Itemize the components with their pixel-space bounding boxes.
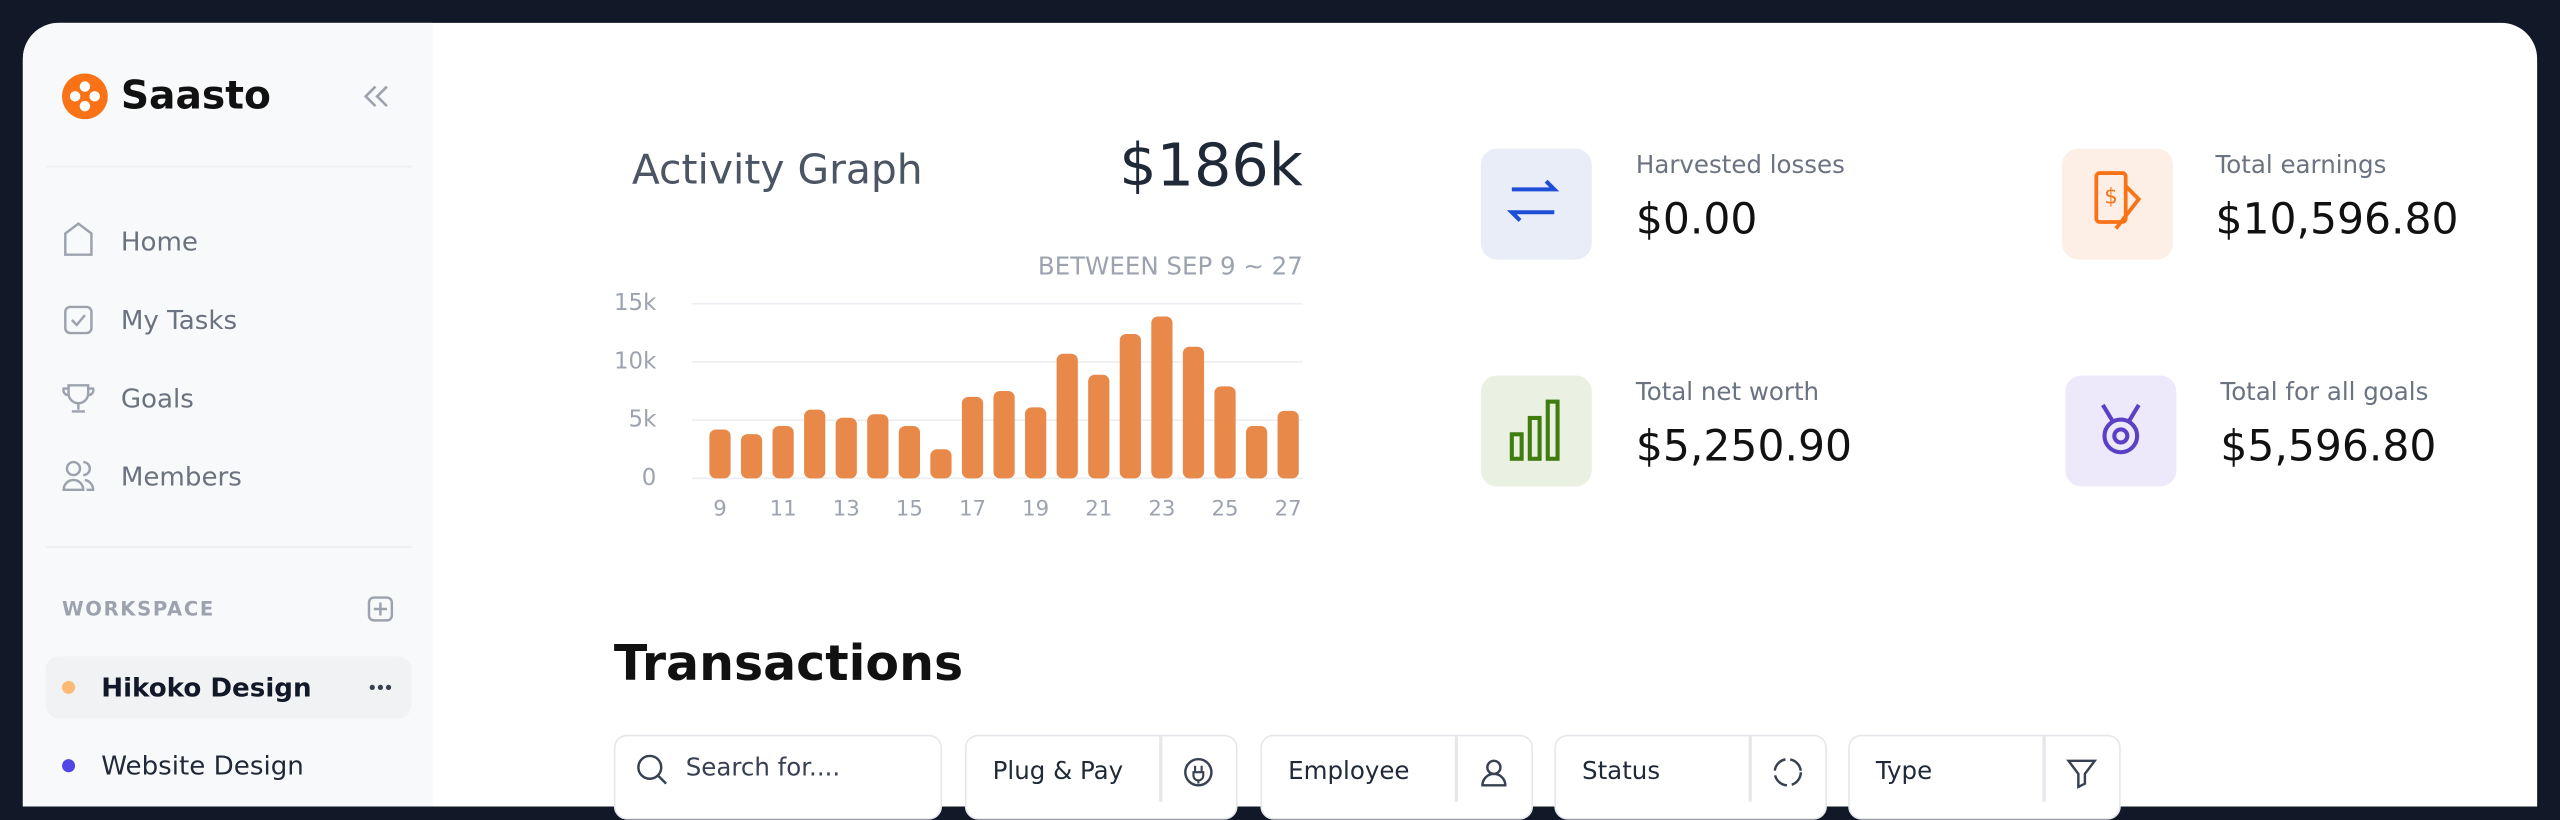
bar — [993, 391, 1015, 479]
svg-text:$: $ — [2104, 185, 2118, 210]
stat-label: Harvested losses — [1635, 150, 1845, 180]
stat-label: Total net worth — [1635, 377, 1820, 407]
stat-label: Total for all goals — [2220, 377, 2429, 407]
x-tick-label: 9 — [713, 496, 727, 521]
filter-icon — [2066, 759, 2098, 789]
filter-icon — [1184, 757, 1213, 787]
bar — [898, 425, 920, 479]
x-tick-label: 25 — [1212, 496, 1239, 521]
section-title: Transactions — [613, 635, 964, 694]
y-tick-label: 10k — [614, 348, 657, 374]
x-tick-label: 11 — [770, 496, 797, 521]
y-tick-label: 15k — [614, 290, 657, 316]
filter-icon — [1481, 759, 1507, 787]
bar — [1119, 333, 1141, 479]
bar — [772, 425, 794, 479]
divider — [1454, 736, 1458, 802]
bar — [1182, 346, 1205, 479]
chart: 0 5k 10k 15k 9 11 13 15 17 19 21 23 25 27 — [614, 290, 1303, 521]
x-tick-label: 27 — [1275, 496, 1302, 521]
nav-item[interactable]: Goals — [120, 382, 194, 414]
bar — [1151, 316, 1173, 479]
x-tick-label: 21 — [1085, 496, 1112, 521]
bar — [709, 429, 731, 479]
brand: Saasto — [120, 72, 271, 119]
bar — [1025, 407, 1047, 479]
bar — [1277, 410, 1299, 479]
filter-label: Status — [1582, 755, 1661, 786]
divider — [1159, 736, 1162, 802]
x-tick-label: 13 — [833, 496, 860, 521]
bar — [1056, 353, 1078, 479]
bar — [1245, 425, 1268, 479]
page: {"sidebar":{"brand":"Saasto","nav":["Hom… — [22, 22, 2538, 820]
stat-value: $10,596.80 — [2215, 195, 2459, 245]
decor: $ — [45, 73, 2177, 773]
filter-label: Type — [1875, 755, 1933, 786]
divider — [1748, 736, 1752, 802]
bar — [835, 417, 857, 479]
search-icon — [637, 754, 667, 785]
chart-total: $186k — [1119, 133, 1303, 200]
filter-icon — [1773, 757, 1803, 787]
x-tick-label: 19 — [1022, 496, 1049, 521]
filter-label: Plug & Pay — [992, 755, 1124, 786]
x-tick-label: 23 — [1148, 496, 1175, 521]
nav-item[interactable]: Members — [120, 461, 242, 493]
y-tick-label: 5k — [629, 407, 658, 433]
bar — [740, 434, 763, 479]
y-tick-label: 0 — [642, 465, 657, 491]
bar — [930, 449, 952, 479]
bar — [1088, 374, 1110, 479]
bar — [867, 414, 889, 479]
app: $ Saasto Home My Tasks Goals Members WOR… — [22, 22, 2538, 820]
stat-value: $5,596.80 — [2220, 422, 2437, 472]
x-tick-label: 15 — [896, 496, 923, 521]
nav-item[interactable]: Home — [120, 226, 198, 258]
nav-item[interactable]: My Tasks — [120, 304, 238, 336]
bar — [804, 409, 826, 479]
section-label: WORKSPACE — [62, 597, 215, 621]
stat-label: Total earnings — [2215, 150, 2387, 180]
chart-subtitle: BETWEEN SEP 9 ~ 27 — [1037, 251, 1303, 281]
chart-title: Activity Graph — [631, 146, 923, 194]
workspace[interactable]: Website Design — [101, 750, 304, 782]
filter-label: Employee — [1288, 755, 1410, 786]
bar — [961, 396, 984, 479]
bar — [1214, 386, 1236, 479]
workspace[interactable]: Hikoko Design — [101, 671, 312, 703]
x-tick-label: 17 — [959, 496, 986, 521]
search-placeholder: Search for.... — [685, 752, 841, 783]
stat-value: $0.00 — [1635, 195, 1758, 245]
stat-value: $5,250.90 — [1635, 422, 1852, 472]
divider — [2042, 736, 2045, 802]
